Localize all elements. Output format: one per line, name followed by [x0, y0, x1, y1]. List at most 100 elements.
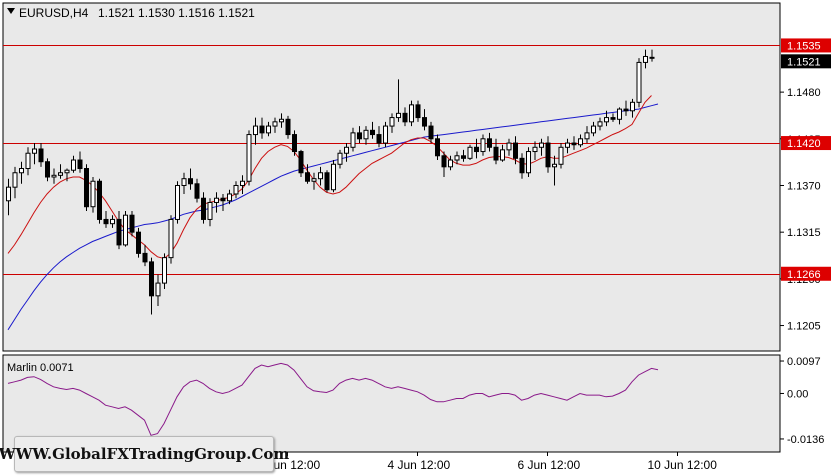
candle — [539, 138, 544, 156]
candle — [428, 121, 434, 144]
candle — [597, 117, 603, 131]
candle — [259, 117, 265, 139]
candle-body — [318, 172, 323, 180]
candle-body — [331, 163, 336, 191]
candle — [90, 177, 96, 213]
indicator-label: Marlin 0.0071 — [7, 362, 74, 374]
level-price-label: 1.1420 — [787, 138, 821, 150]
candle — [617, 107, 622, 125]
candle — [181, 172, 187, 194]
candle-body — [643, 55, 648, 63]
indicator-tick-label: 0.00 — [787, 388, 808, 400]
last-price-label: 1.1521 — [787, 56, 821, 68]
candle — [331, 160, 336, 193]
candle — [110, 215, 115, 228]
candle — [389, 113, 395, 133]
candle — [175, 181, 180, 224]
candle — [435, 134, 440, 161]
price-tick-label: 1.1315 — [787, 227, 821, 239]
candle-body — [474, 146, 479, 153]
chart-menu-triangle-icon[interactable] — [7, 8, 15, 14]
candle-body — [513, 142, 518, 159]
ohlc-values: 1.1521 1.1530 1.1516 1.1521 — [98, 6, 255, 20]
candle-body — [441, 155, 447, 168]
time-tick-label: 10 Jun 12:00 — [648, 458, 718, 472]
candle-body — [162, 257, 167, 284]
candle-body — [6, 186, 11, 202]
watermark-text: WWW.GlobalFXTradingGroup.Com — [0, 445, 290, 463]
candle — [376, 126, 382, 148]
candle — [188, 168, 193, 190]
candle-body — [630, 101, 635, 112]
time-tick-label: 4 Jun 12:00 — [388, 458, 451, 472]
candle — [311, 172, 317, 190]
candle-body — [175, 184, 180, 220]
candle-body — [285, 118, 291, 136]
candle — [337, 149, 343, 169]
candle-body — [116, 218, 122, 246]
candle-body — [97, 180, 102, 220]
candle — [604, 110, 609, 127]
candle-body — [610, 117, 616, 120]
price-tick-label: 1.1480 — [787, 87, 821, 99]
candle-body — [220, 197, 226, 202]
candle — [448, 155, 453, 171]
candle-body — [136, 231, 141, 254]
candle-body — [142, 252, 148, 263]
candle-body — [344, 146, 349, 154]
candle-body — [194, 183, 200, 199]
candle-body — [58, 172, 63, 176]
candle-body — [617, 108, 622, 120]
candle-body — [461, 155, 466, 159]
candle — [552, 155, 557, 186]
candle-body — [25, 152, 31, 170]
indicator-plot-area[interactable] — [2, 354, 781, 453]
candle — [519, 153, 525, 179]
candle-body — [584, 132, 590, 140]
candle — [480, 134, 486, 156]
candle-body — [565, 142, 570, 148]
candle — [441, 151, 447, 177]
candle — [272, 117, 278, 133]
candle-body — [90, 180, 96, 208]
candle — [97, 178, 102, 224]
main-plot-area[interactable] — [2, 2, 781, 352]
candle-body — [71, 159, 76, 171]
candle — [487, 132, 492, 152]
candle — [370, 121, 375, 139]
candle — [12, 166, 18, 199]
candle — [32, 143, 37, 165]
candle-body — [571, 142, 577, 146]
candle-body — [123, 214, 128, 246]
candle-body — [207, 201, 213, 220]
candle — [214, 192, 219, 213]
candle — [513, 136, 518, 165]
candle-body — [188, 178, 193, 185]
candle — [526, 147, 531, 177]
candle-body — [649, 56, 655, 59]
candle — [38, 143, 44, 167]
candle — [6, 178, 11, 216]
candle-body — [292, 134, 297, 153]
candle — [194, 178, 200, 203]
candle — [545, 136, 551, 173]
candle-body — [363, 129, 369, 140]
candle — [240, 175, 245, 194]
candle-body — [493, 146, 499, 161]
candle — [318, 166, 323, 186]
candle-body — [500, 149, 505, 161]
candle-body — [233, 184, 239, 195]
candle — [201, 192, 206, 224]
candle — [298, 149, 304, 177]
candle-body — [636, 61, 642, 103]
candle — [610, 113, 616, 122]
candle-body — [266, 125, 271, 134]
watermark-banner: WWW.GlobalFXTradingGroup.Com — [0, 436, 289, 472]
candle — [292, 130, 297, 156]
candle — [383, 121, 388, 148]
candle-body — [409, 104, 414, 123]
candle — [623, 100, 629, 116]
candle-body — [415, 104, 421, 119]
level-price-label: 1.1266 — [787, 269, 821, 281]
candle — [71, 155, 76, 173]
